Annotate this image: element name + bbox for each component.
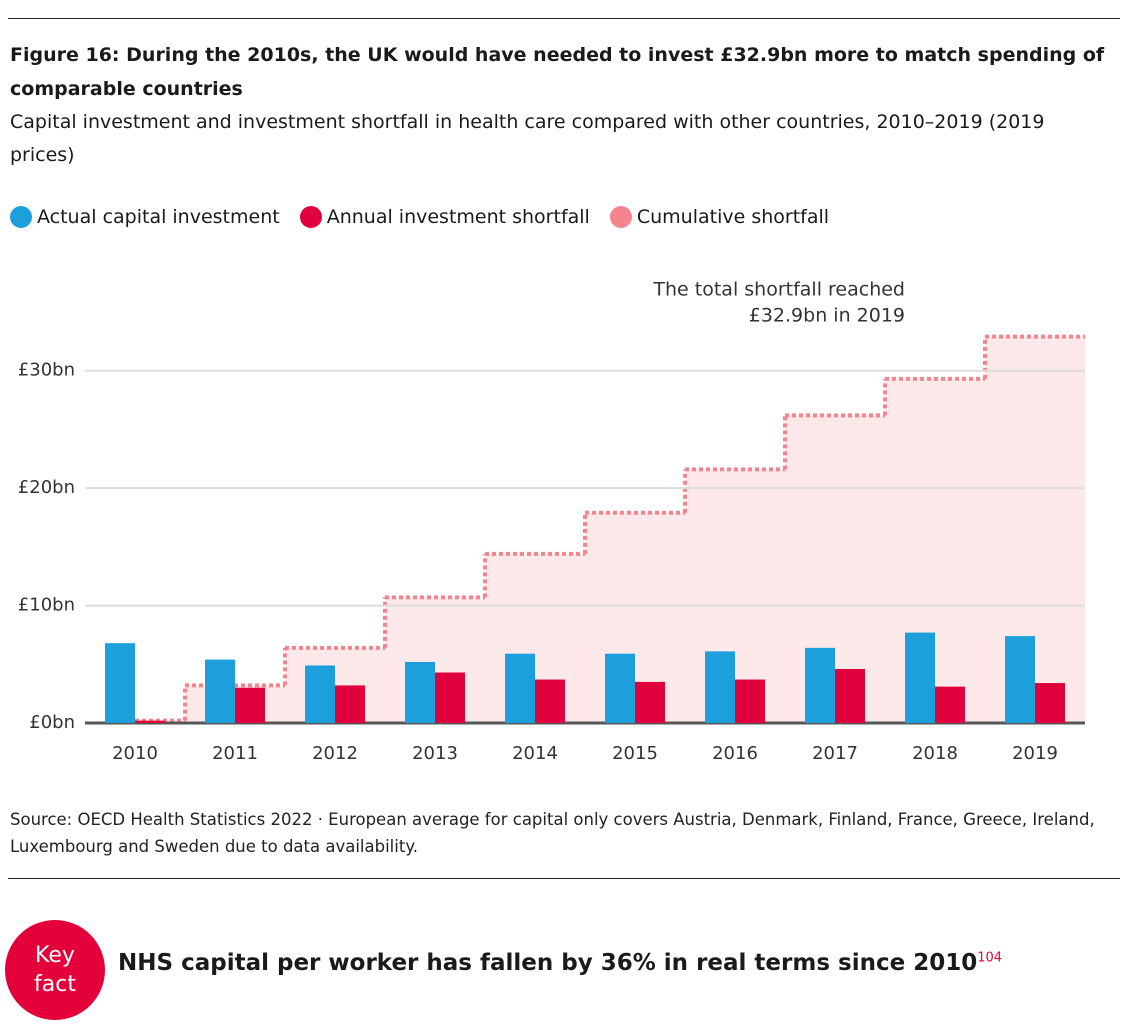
y-tick-label: £20bn [18, 477, 75, 498]
legend-item: Annual investment shortfall [299, 206, 590, 228]
legend-swatch [299, 206, 322, 228]
x-tick-label: 2015 [612, 743, 658, 764]
x-tick-label: 2016 [712, 743, 758, 764]
bar [205, 659, 235, 723]
x-tick-label: 2018 [912, 743, 958, 764]
chart: £0bn £10bn £20bn £30bn 2010 2011 2012 2013 2014 2… [18, 279, 1085, 764]
badge-text: Key fact [34, 943, 76, 997]
x-tick-label: 2010 [112, 743, 158, 764]
legend-label: Cumulative shortfall [636, 206, 830, 228]
key-fact: NHS capital per worker has fallen by 36%… [118, 950, 1002, 976]
bar [405, 661, 435, 723]
legend-label: Annual investment shortfall [326, 206, 590, 228]
x-tick-label: 2012 [312, 743, 358, 764]
bar [1005, 636, 1035, 723]
x-tick-label: 2013 [412, 743, 458, 764]
bar [805, 647, 835, 723]
key-fact-badge: Key fact [5, 920, 105, 1020]
bottom-rule [8, 878, 1120, 879]
bar [705, 651, 735, 723]
key-fact-text: NHS capital per worker has fallen by 36%… [118, 950, 978, 976]
bar [235, 687, 265, 723]
bar [135, 720, 165, 723]
bar [1035, 683, 1065, 723]
legend-swatch [609, 206, 632, 228]
bar [605, 653, 635, 723]
bar [735, 679, 765, 723]
bar [305, 665, 335, 723]
chart-subtitle: Capital investment and investment shortf… [10, 111, 1045, 166]
x-tick-label: 2011 [212, 743, 258, 764]
x-tick-label: 2019 [1012, 743, 1058, 764]
y-tick-label: £30bn [18, 360, 75, 381]
chart-title: Figure 16: During the 2010s, the UK woul… [10, 44, 1105, 100]
y-tick-label: £10bn [18, 595, 75, 616]
source-note: Source: OECD Health Statistics 2022 · Eu… [10, 810, 1095, 856]
bar [435, 672, 465, 723]
annotation: £32.9bn in 2019 [749, 305, 905, 327]
bar [535, 679, 565, 723]
bar [335, 685, 365, 723]
bar [505, 653, 535, 723]
bar [905, 632, 935, 723]
legend-item: Cumulative shortfall [609, 206, 830, 228]
bar [105, 643, 135, 723]
bar [635, 681, 665, 723]
annotation: The total shortfall reached [652, 279, 905, 301]
bar [835, 668, 865, 723]
legend: Actual capital investment Annual investme… [10, 206, 829, 228]
legend-swatch [10, 206, 32, 228]
y-tick-label: £0bn [29, 712, 75, 733]
legend-label: Actual capital investment [37, 206, 280, 228]
x-tick-label: 2017 [812, 743, 858, 764]
footnote: 104 [977, 950, 1003, 966]
bar [935, 686, 965, 723]
top-rule [8, 18, 1120, 19]
x-tick-label: 2014 [512, 743, 558, 764]
legend-item: Actual capital investment [10, 206, 280, 228]
